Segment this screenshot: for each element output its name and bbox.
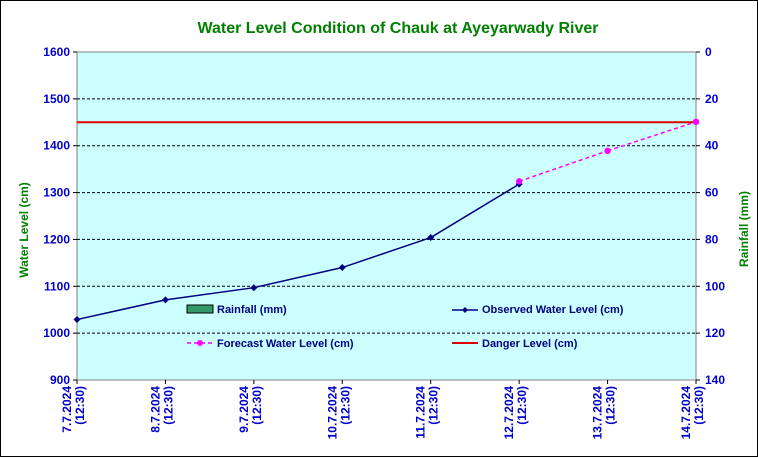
legend-observed-marker bbox=[462, 307, 468, 313]
x-tick-label: 13.7.2024 bbox=[591, 386, 605, 440]
forecast-point bbox=[515, 178, 523, 185]
observed-point bbox=[250, 284, 258, 292]
y2-tick-label: 120 bbox=[705, 326, 725, 340]
right-axis-ticks: 0 20 40 60 80 100 120 140 bbox=[696, 45, 725, 387]
x-tick-label: 14.7.2024 bbox=[679, 386, 693, 440]
observed-point bbox=[338, 264, 346, 272]
x-tick-sublabel: (12:30) bbox=[161, 386, 175, 425]
x-tick-label: 7.7.2024 bbox=[60, 386, 74, 433]
y2-tick-label: 140 bbox=[705, 373, 725, 387]
x-tick-label: 11.7.2024 bbox=[414, 386, 428, 439]
y-tick-label: 900 bbox=[50, 373, 70, 387]
y2-axis-title: Rainfall (mm) bbox=[737, 191, 751, 267]
y-tick-label: 1600 bbox=[43, 45, 70, 59]
x-tick-label: 8.7.2024 bbox=[148, 386, 162, 433]
y-tick-label: 1400 bbox=[43, 139, 70, 153]
y-tick-label: 1200 bbox=[43, 232, 70, 246]
legend-rainfall-label: Rainfall (mm) bbox=[217, 304, 287, 316]
y-tick-label: 1300 bbox=[43, 186, 70, 200]
observed-series bbox=[73, 180, 523, 324]
legend-danger-label: Danger Level (cm) bbox=[482, 338, 578, 350]
y-tick-label: 1100 bbox=[44, 279, 70, 293]
forecast-point bbox=[692, 118, 700, 126]
legend: Rainfall (mm) Observed Water Level (cm) … bbox=[186, 304, 624, 350]
forecast-segment bbox=[607, 121, 697, 152]
x-tick-sublabel: (12:30) bbox=[604, 386, 618, 425]
forecast-series bbox=[515, 118, 700, 185]
legend-forecast-label: Forecast Water Level (cm) bbox=[217, 338, 354, 350]
legend-observed-label: Observed Water Level (cm) bbox=[482, 304, 624, 316]
forecast-point bbox=[604, 147, 611, 155]
observed-segment bbox=[253, 266, 343, 289]
x-tick-sublabel: (12:30) bbox=[338, 386, 352, 425]
chart-title: Water Level Condition of Chauk at Ayeyar… bbox=[198, 20, 599, 37]
y2-tick-label: 80 bbox=[705, 232, 719, 246]
y-axis-title: Water Level (cm) bbox=[17, 182, 31, 278]
observed-point bbox=[73, 316, 81, 324]
x-tick-sublabel: (12:30) bbox=[427, 386, 441, 425]
legend-forecast-marker bbox=[197, 340, 203, 346]
x-tick-sublabel: (12:30) bbox=[515, 386, 529, 425]
forecast-segment bbox=[518, 150, 608, 183]
observed-segment bbox=[76, 299, 166, 321]
grid-lines bbox=[77, 98, 696, 334]
y2-tick-label: 60 bbox=[705, 186, 719, 200]
x-tick-sublabel: (12:30) bbox=[250, 386, 264, 425]
observed-point bbox=[427, 234, 435, 242]
y-tick-label: 1000 bbox=[43, 326, 70, 340]
x-axis-ticks: 7.7.2024 (12:30) 8.7.2024 (12:30) 9.7.2024 (1… bbox=[60, 380, 706, 439]
y2-tick-label: 100 bbox=[705, 279, 725, 293]
observed-segment bbox=[165, 286, 254, 301]
y2-tick-label: 0 bbox=[705, 45, 712, 59]
observed-segment bbox=[342, 236, 431, 269]
observed-segment bbox=[430, 183, 520, 239]
x-tick-label: 9.7.2024 bbox=[237, 386, 251, 433]
x-tick-sublabel: (12:30) bbox=[73, 386, 87, 425]
observed-point bbox=[161, 296, 169, 304]
y-tick-label: 1500 bbox=[43, 92, 70, 106]
legend-rainfall-swatch bbox=[186, 304, 214, 314]
left-axis-ticks: 900 1000 1100 1200 1300 1400 1500 1600 bbox=[43, 45, 77, 387]
x-tick-sublabel: (12:30) bbox=[692, 386, 706, 425]
y2-tick-label: 20 bbox=[705, 92, 719, 106]
y2-tick-label: 40 bbox=[705, 139, 719, 153]
x-tick-label: 12.7.2024 bbox=[502, 386, 516, 440]
plot-area bbox=[76, 51, 697, 381]
x-tick-label: 10.7.2024 bbox=[325, 386, 339, 440]
